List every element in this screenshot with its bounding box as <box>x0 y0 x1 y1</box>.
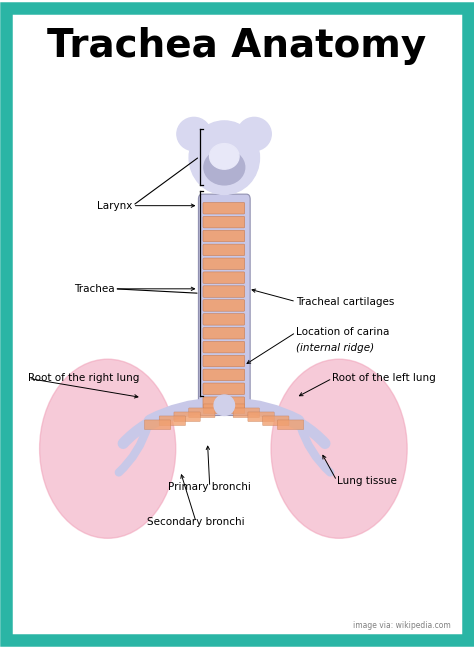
FancyBboxPatch shape <box>203 230 245 242</box>
Ellipse shape <box>177 117 211 150</box>
FancyBboxPatch shape <box>233 408 259 417</box>
Text: (internal ridge): (internal ridge) <box>296 343 374 353</box>
FancyBboxPatch shape <box>263 416 289 426</box>
Text: image via: wikipedia.com: image via: wikipedia.com <box>353 621 450 630</box>
Ellipse shape <box>40 359 176 538</box>
FancyBboxPatch shape <box>203 355 245 367</box>
FancyBboxPatch shape <box>277 420 304 430</box>
Ellipse shape <box>204 150 245 185</box>
FancyBboxPatch shape <box>203 244 245 256</box>
Text: Lung tissue: Lung tissue <box>337 476 397 486</box>
Text: Larynx: Larynx <box>97 201 133 211</box>
FancyBboxPatch shape <box>199 194 250 415</box>
FancyBboxPatch shape <box>203 314 245 325</box>
Text: Location of carina: Location of carina <box>296 327 389 338</box>
FancyArrowPatch shape <box>302 424 325 443</box>
FancyArrowPatch shape <box>123 424 146 443</box>
FancyBboxPatch shape <box>203 327 245 339</box>
Text: Root of the left lung: Root of the left lung <box>332 373 436 384</box>
FancyBboxPatch shape <box>203 383 245 395</box>
FancyBboxPatch shape <box>203 286 245 297</box>
FancyArrowPatch shape <box>119 426 148 472</box>
FancyArrowPatch shape <box>301 426 330 472</box>
FancyBboxPatch shape <box>159 416 185 426</box>
FancyBboxPatch shape <box>203 369 245 380</box>
Text: Trachea: Trachea <box>74 284 115 294</box>
FancyBboxPatch shape <box>203 341 245 353</box>
Text: Secondary bronchi: Secondary bronchi <box>147 517 245 527</box>
Text: Trachea Anatomy: Trachea Anatomy <box>47 27 427 65</box>
Text: Root of the right lung: Root of the right lung <box>28 373 140 384</box>
FancyBboxPatch shape <box>203 272 245 283</box>
FancyArrowPatch shape <box>234 405 297 422</box>
FancyBboxPatch shape <box>174 412 200 422</box>
Ellipse shape <box>189 121 259 194</box>
Ellipse shape <box>214 395 235 415</box>
Text: Primary bronchi: Primary bronchi <box>168 482 251 492</box>
FancyBboxPatch shape <box>203 299 245 311</box>
FancyBboxPatch shape <box>203 202 245 214</box>
FancyBboxPatch shape <box>189 408 215 417</box>
FancyBboxPatch shape <box>219 404 245 413</box>
Ellipse shape <box>237 117 271 150</box>
FancyBboxPatch shape <box>145 420 171 430</box>
FancyBboxPatch shape <box>203 216 245 228</box>
FancyArrowPatch shape <box>151 405 214 422</box>
FancyBboxPatch shape <box>203 404 230 413</box>
FancyBboxPatch shape <box>248 412 274 422</box>
Ellipse shape <box>210 144 239 169</box>
FancyBboxPatch shape <box>203 397 245 408</box>
Ellipse shape <box>271 359 407 538</box>
FancyBboxPatch shape <box>203 258 245 270</box>
Text: Tracheal cartilages: Tracheal cartilages <box>296 297 394 307</box>
